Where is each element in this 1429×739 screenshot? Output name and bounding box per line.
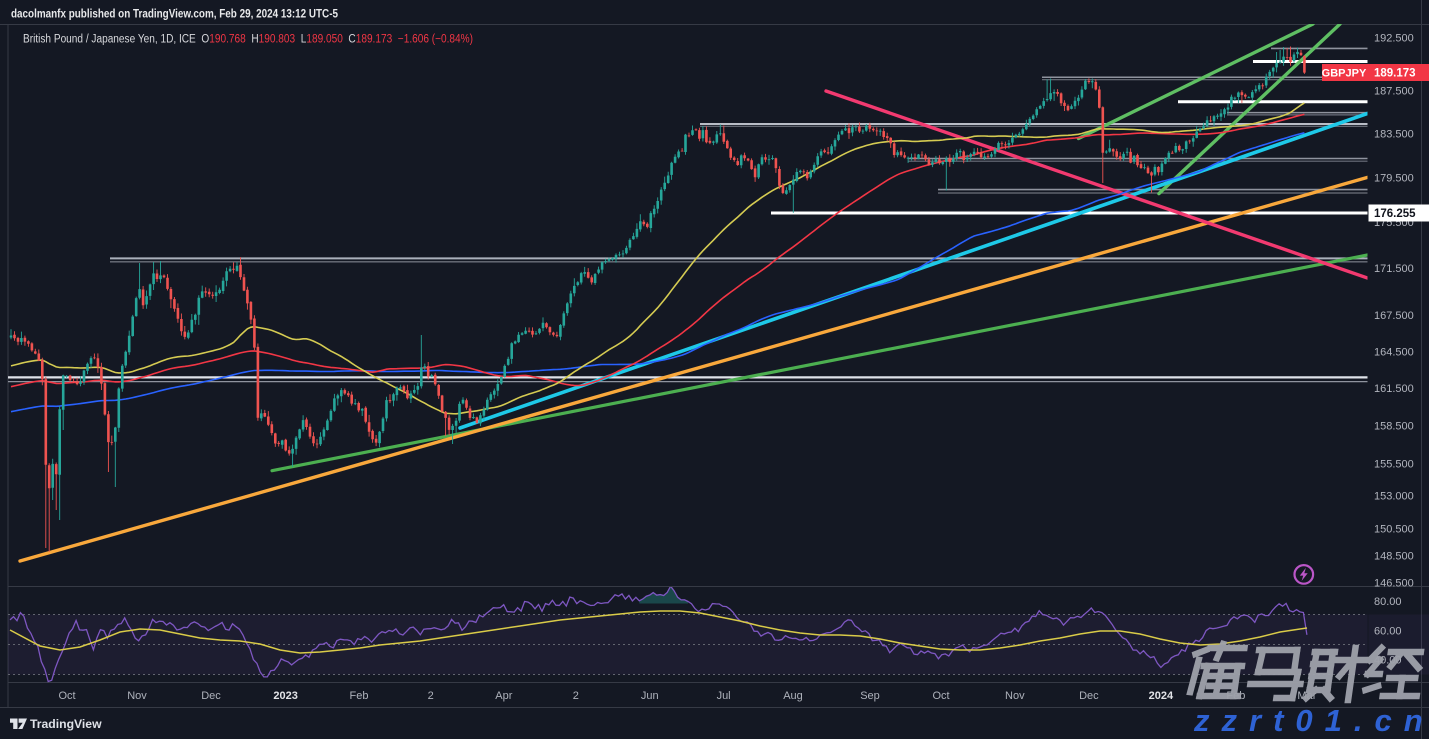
- svg-text:Jun: Jun: [641, 690, 659, 702]
- svg-text:zzrt01.cn: zzrt01.cn: [1193, 703, 1429, 738]
- svg-text:179.500: 179.500: [1374, 172, 1414, 184]
- svg-text:Sep: Sep: [860, 690, 880, 702]
- svg-text:189.173: 189.173: [1374, 68, 1416, 80]
- svg-text:Aug: Aug: [783, 690, 803, 702]
- svg-text:Apr: Apr: [495, 690, 512, 702]
- svg-text:148.500: 148.500: [1374, 550, 1414, 562]
- svg-text:GBPJPY: GBPJPY: [1322, 68, 1367, 80]
- svg-text:2023: 2023: [273, 690, 297, 702]
- svg-text:dacolmanfx published on Tradin: dacolmanfx published on TradingView.com,…: [11, 9, 339, 21]
- svg-text:158.500: 158.500: [1374, 420, 1414, 432]
- svg-text:171.500: 171.500: [1374, 263, 1414, 275]
- svg-text:176.255: 176.255: [1374, 208, 1416, 220]
- svg-text:Feb: Feb: [350, 690, 369, 702]
- svg-text:Oct: Oct: [58, 690, 75, 702]
- svg-text:161.500: 161.500: [1374, 383, 1414, 395]
- svg-text:153.000: 153.000: [1374, 491, 1414, 503]
- svg-text:Dec: Dec: [1079, 690, 1099, 702]
- svg-text:150.500: 150.500: [1374, 524, 1414, 536]
- svg-text:167.500: 167.500: [1374, 310, 1414, 322]
- svg-text:Oct: Oct: [932, 690, 949, 702]
- svg-text:British Pound / Japanese Yen,: British Pound / Japanese Yen, 1D, ICE O1…: [23, 34, 473, 46]
- svg-text:80.00: 80.00: [1374, 596, 1402, 608]
- svg-text:2: 2: [573, 690, 579, 702]
- svg-text:146.500: 146.500: [1374, 577, 1414, 589]
- svg-text:Nov: Nov: [127, 690, 147, 702]
- svg-text:192.500: 192.500: [1374, 33, 1414, 45]
- svg-text:2: 2: [428, 690, 434, 702]
- svg-text:Nov: Nov: [1005, 690, 1025, 702]
- svg-text:155.500: 155.500: [1374, 458, 1414, 470]
- svg-text:Dec: Dec: [201, 690, 221, 702]
- svg-text:2024: 2024: [1149, 690, 1174, 702]
- svg-text:187.500: 187.500: [1374, 85, 1414, 97]
- svg-text:60.00: 60.00: [1374, 625, 1402, 637]
- svg-text:183.500: 183.500: [1374, 128, 1414, 140]
- svg-text:Jul: Jul: [717, 690, 731, 702]
- svg-text:164.500: 164.500: [1374, 346, 1414, 358]
- svg-text:TradingView: TradingView: [30, 717, 102, 731]
